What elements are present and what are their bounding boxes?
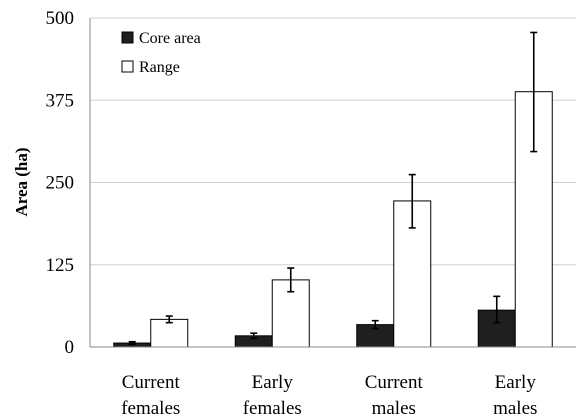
y-tick-label: 0 xyxy=(65,337,75,358)
y-tick-labels: 0 125 250 375 500 xyxy=(46,8,75,358)
gridlines xyxy=(90,17,576,266)
error-bar-core-area xyxy=(128,340,136,346)
x-category-label: females xyxy=(121,398,180,418)
bar-range xyxy=(150,318,189,348)
error-bar-core-area xyxy=(493,295,501,324)
x-category-label: females xyxy=(243,398,302,418)
legend-label-range: Range xyxy=(139,59,180,76)
legend-swatch-core-area xyxy=(121,31,134,44)
error-bar-core-area xyxy=(371,319,379,330)
y-tick-label: 500 xyxy=(46,8,75,29)
error-bar-core-area xyxy=(250,332,258,340)
error-bars xyxy=(128,31,538,346)
x-category-label: Current xyxy=(365,372,424,393)
x-category-labels: Current females Early females Current males Ea… xyxy=(121,372,537,418)
x-category-label: males xyxy=(493,398,537,418)
axes xyxy=(89,18,576,348)
x-category-label: Early xyxy=(252,372,294,393)
y-tick-label: 250 xyxy=(46,173,75,194)
error-bar-range xyxy=(287,267,295,293)
legend: Core area Range xyxy=(121,30,201,76)
legend-item-range: Range xyxy=(121,59,180,76)
legend-label-core-area: Core area xyxy=(139,30,201,47)
x-category-label: Current xyxy=(122,372,181,393)
x-category-label: males xyxy=(372,398,416,418)
error-bar-range xyxy=(165,315,173,324)
y-tick-label: 375 xyxy=(46,90,75,111)
x-category-label: Early xyxy=(495,372,537,393)
legend-item-core-area: Core area xyxy=(121,30,201,47)
y-axis-title: Area (ha) xyxy=(12,147,31,216)
y-tick-label: 125 xyxy=(46,255,75,276)
error-bar-range xyxy=(408,173,416,229)
bars xyxy=(113,91,553,348)
error-bar-range xyxy=(530,31,538,153)
legend-swatch-range xyxy=(121,60,134,73)
